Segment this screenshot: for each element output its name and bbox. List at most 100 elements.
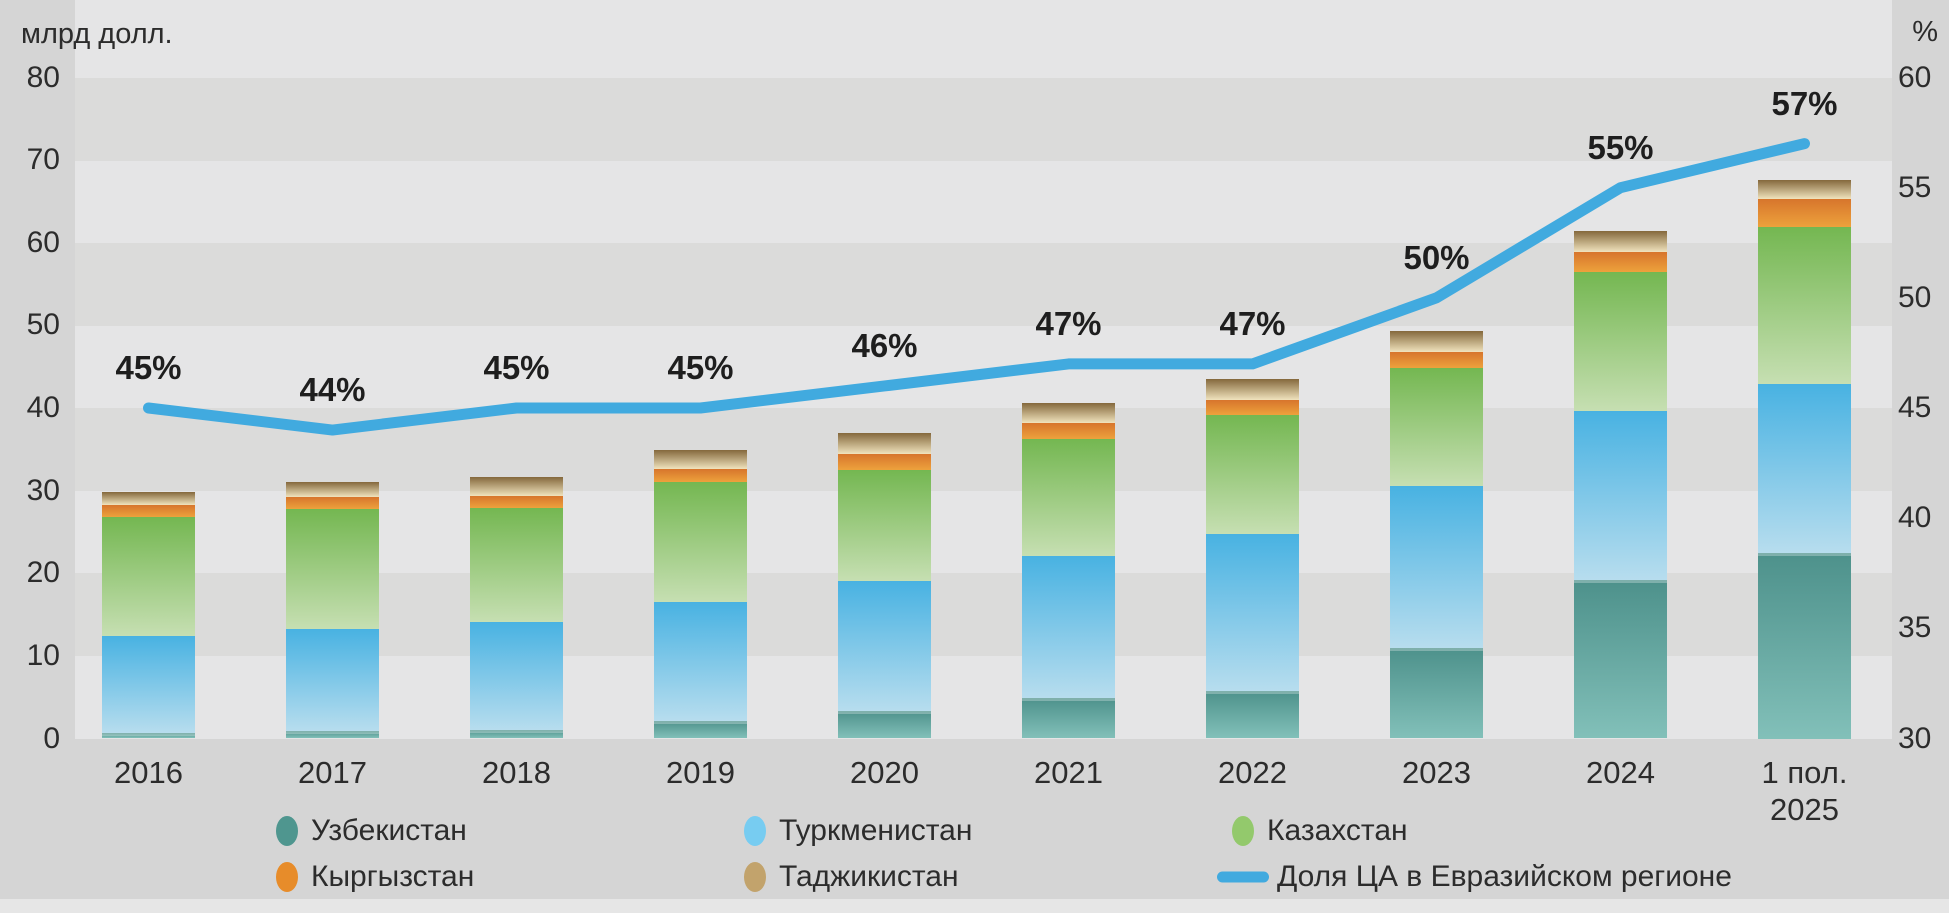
line-value-label: 44%	[299, 371, 366, 409]
bar-segment-кыргызстан	[470, 495, 563, 508]
line-value-label: 57%	[1771, 84, 1838, 122]
bar-segment-казахстан	[1390, 368, 1483, 486]
bar-segment-кыргызстан	[1574, 251, 1667, 273]
bar-segment-таджикистан	[1574, 231, 1667, 252]
right-axis-tick: 30	[1898, 721, 1932, 755]
bar-segment-казахстан	[838, 469, 931, 581]
bar-segment-узбекистан	[654, 721, 747, 739]
bar-segment-кыргызстан	[1758, 198, 1851, 228]
legend-label: Доля ЦА в Евразийском регионе	[1277, 860, 1732, 893]
bar-segment-таджикистан	[286, 482, 379, 498]
bar-segment-таджикистан	[1022, 403, 1115, 423]
bar-segment-казахстан	[654, 482, 747, 603]
bar-segment-казахстан	[102, 517, 195, 637]
category-label: 2017	[298, 755, 367, 790]
bar-segment-казахстан	[1206, 415, 1299, 535]
bar-segment-таджикистан	[1758, 179, 1851, 199]
bar-segment-туркменистан	[1390, 485, 1483, 649]
legend-label: Таджикистан	[779, 860, 959, 893]
bar-segment-туркменистан	[1022, 555, 1115, 698]
left-axis-tick: 20	[26, 556, 60, 590]
bar-segment-таджикистан	[102, 492, 195, 505]
bar-segment-казахстан	[1758, 227, 1851, 385]
bar-segment-кыргызстан	[1390, 351, 1483, 369]
bar-segment-казахстан	[1574, 272, 1667, 412]
left-axis-tick: 80	[26, 60, 60, 94]
left-axis-tick: 10	[26, 638, 60, 672]
bar-segment-таджикистан	[1206, 379, 1299, 400]
bar-segment-узбекистан	[1206, 690, 1299, 739]
grid-band	[75, 0, 1892, 78]
share-trend-line	[143, 138, 1810, 436]
legend-label: Туркменистан	[779, 814, 973, 847]
bar-segment-казахстан	[470, 507, 563, 622]
bar-segment-узбекистан	[1574, 579, 1667, 739]
bar-segment-туркменистан	[470, 621, 563, 731]
right-axis-tick: 55	[1898, 170, 1932, 204]
legend-circle-swatch	[744, 816, 766, 846]
bar-segment-таджикистан	[470, 477, 563, 496]
bar-segment-таджикистан	[838, 432, 931, 455]
bar-segment-туркменистан	[838, 580, 931, 712]
legend-line-swatch	[1217, 871, 1269, 883]
left-axis-title: млрд долл.	[21, 18, 173, 50]
category-label: 2020	[850, 755, 919, 790]
line-value-label: 47%	[1035, 304, 1102, 342]
bar-segment-узбекистан	[470, 730, 563, 739]
grid-band	[75, 78, 1892, 161]
right-axis-tick: 50	[1898, 280, 1932, 314]
bar-segment-туркменистан	[654, 602, 747, 722]
left-axis-tick: 40	[26, 391, 60, 424]
left-axis-tick: 60	[26, 225, 60, 259]
bar-segment-кыргызстан	[1022, 422, 1115, 440]
right-axis-tick: 40	[1898, 501, 1932, 535]
legend-label: Казахстан	[1267, 814, 1408, 847]
bar-segment-туркменистан	[1206, 534, 1299, 691]
line-value-label: 46%	[851, 326, 918, 364]
bar-segment-туркменистан	[102, 636, 195, 733]
legend-circle-swatch	[276, 862, 298, 892]
left-axis-tick: 50	[26, 308, 60, 342]
bar-segment-узбекистан	[286, 731, 379, 739]
bar-segment-узбекистан	[1390, 648, 1483, 739]
right-axis-tick: 60	[1898, 60, 1932, 94]
bar-segment-узбекистан	[1022, 698, 1115, 739]
bar-segment-кыргызстан	[286, 497, 379, 509]
category-label: 2024	[1586, 755, 1655, 790]
right-axis-title: %	[1912, 16, 1938, 48]
left-axis-tick: 0	[43, 721, 60, 755]
legend-circle-swatch	[1232, 816, 1254, 846]
legend-circle-swatch	[276, 816, 298, 846]
left-axis-tick: 70	[26, 143, 60, 177]
right-axis-tick: 45	[1898, 391, 1932, 424]
line-value-label: 45%	[115, 349, 182, 386]
bar-segment-кыргызстан	[838, 454, 931, 470]
category-label: 2018	[482, 755, 551, 790]
category-label: 2023	[1402, 755, 1471, 790]
category-label: 2016	[114, 755, 183, 790]
bar-segment-узбекистан	[102, 732, 195, 739]
category-label: 2022	[1218, 755, 1287, 790]
bottom-strip	[0, 899, 1949, 913]
category-label: 2019	[666, 755, 735, 790]
bar-segment-узбекистан	[1758, 552, 1851, 739]
bar-segment-таджикистан	[654, 450, 747, 470]
line-value-label: 55%	[1587, 128, 1654, 166]
right-axis-tick: 35	[1898, 611, 1932, 645]
bar-segment-узбекистан	[838, 711, 931, 739]
line-value-label: 50%	[1403, 238, 1470, 276]
bar-segment-таджикистан	[1390, 331, 1483, 352]
bar-segment-туркменистан	[1758, 384, 1851, 553]
line-value-label: 45%	[667, 349, 734, 386]
bar-segment-казахстан	[286, 508, 379, 629]
bar-segment-туркменистан	[1574, 411, 1667, 580]
legend-label: Кыргызстан	[311, 860, 475, 893]
bar-segment-кыргызстан	[102, 504, 195, 518]
line-value-label: 47%	[1219, 304, 1286, 342]
line-value-label: 45%	[483, 349, 550, 386]
left-axis-tick: 30	[26, 473, 60, 507]
bar-segment-кыргызстан	[654, 469, 747, 483]
bar-segment-кыргызстан	[1206, 399, 1299, 416]
